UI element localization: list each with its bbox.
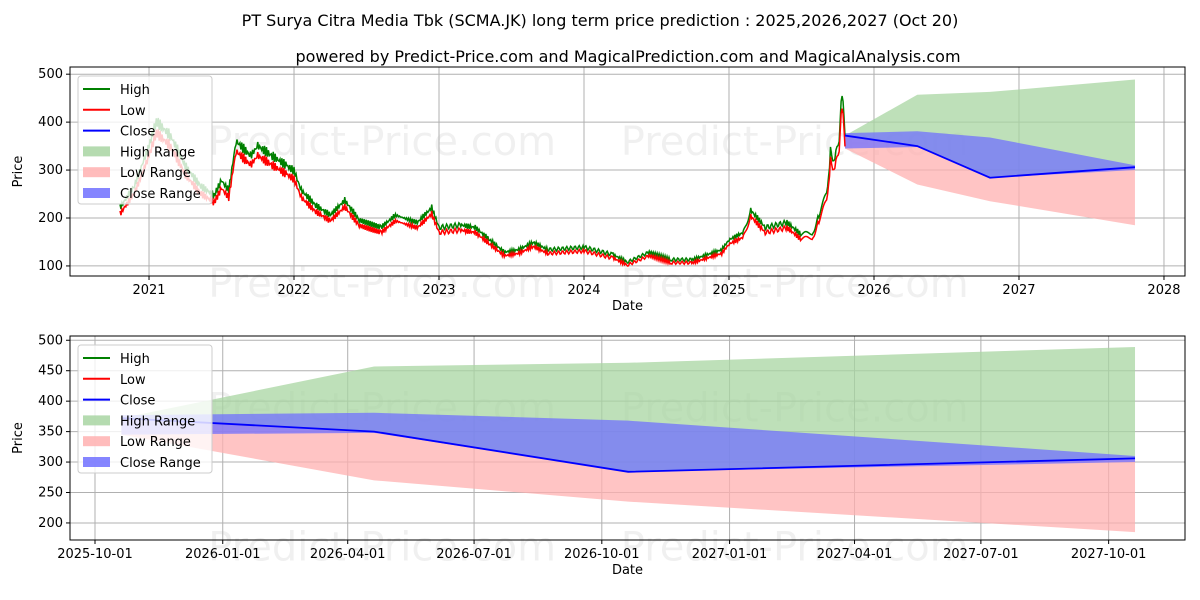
watermark: Predict-Price.com xyxy=(208,524,556,570)
legend-box xyxy=(77,344,213,474)
y-tick-label: 300 xyxy=(38,163,63,178)
legend-low-range-swatch xyxy=(83,436,110,447)
legend-label: Close Range xyxy=(120,187,201,202)
y-tick-label: 200 xyxy=(38,516,63,531)
x-tick-label: 2024 xyxy=(567,283,600,298)
legend-label: High xyxy=(120,83,150,98)
close-range-band xyxy=(844,131,1135,178)
legend-low-range-swatch xyxy=(83,167,110,178)
x-tick-label: 2025 xyxy=(712,283,745,298)
close-range-band xyxy=(121,412,1136,472)
legend-label: High Range xyxy=(120,414,195,429)
y-tick-label: 400 xyxy=(38,394,63,409)
y-tick-label: 450 xyxy=(38,364,63,379)
legend-label: Low Range xyxy=(120,166,191,181)
high-series-line xyxy=(119,95,846,264)
watermark: Predict-Price.com xyxy=(621,524,969,570)
y-tick-label: 300 xyxy=(38,455,63,470)
y-tick-label: 100 xyxy=(38,259,63,274)
x-tick-label: 2027-07-01 xyxy=(943,547,1019,562)
watermark: Predict-Price.com xyxy=(208,261,556,307)
watermark: Predict-Price.com xyxy=(621,261,969,307)
legend-close-range-swatch xyxy=(83,188,110,198)
x-tick-label: 2026 xyxy=(857,283,890,298)
y-axis-label: Price xyxy=(11,422,26,454)
legend-close-range-swatch xyxy=(83,457,110,467)
y-tick-label: 250 xyxy=(38,486,63,501)
legend-box xyxy=(77,75,213,205)
y-tick-label: 350 xyxy=(38,425,63,440)
chart-title: PT Surya Citra Media Tbk (SCMA.JK) long … xyxy=(242,11,959,30)
legend-label: Close Range xyxy=(120,456,201,471)
legend-label: High xyxy=(120,352,150,367)
x-tick-label: 2027-01-01 xyxy=(692,547,768,562)
x-axis-label: Date xyxy=(612,563,643,578)
legend-high-range-swatch xyxy=(83,415,110,426)
x-tick-label: 2026-01-01 xyxy=(185,547,261,562)
legend-high-range-swatch xyxy=(83,146,110,157)
legend-label: Low xyxy=(120,104,146,119)
x-tick-label: 2022 xyxy=(277,283,310,298)
x-tick-label: 2027 xyxy=(1002,283,1035,298)
x-tick-label: 2028 xyxy=(1147,283,1180,298)
x-tick-label: 2027-10-01 xyxy=(1071,547,1147,562)
low-range-band xyxy=(844,135,1135,226)
x-tick-label: 2021 xyxy=(132,283,165,298)
axes-frame xyxy=(69,335,1186,541)
axes-frame xyxy=(69,66,1186,277)
x-tick-label: 2026-07-01 xyxy=(436,547,512,562)
x-tick-label: 2027-04-01 xyxy=(817,547,893,562)
close-forecast-line xyxy=(844,134,1136,179)
x-tick-label: 2026-04-01 xyxy=(310,547,386,562)
legend-label: Close xyxy=(120,125,155,140)
y-axis-label: Price xyxy=(11,156,26,188)
y-tick-label: 200 xyxy=(38,211,63,226)
y-tick-label: 400 xyxy=(38,115,63,130)
x-axis-label: Date xyxy=(612,299,643,314)
legend-label: Close xyxy=(120,394,155,409)
x-tick-label: 2023 xyxy=(422,283,455,298)
close-forecast-line xyxy=(121,417,1136,473)
y-tick-label: 500 xyxy=(38,67,63,82)
low-series-line xyxy=(119,108,846,267)
plot-area xyxy=(119,79,1136,267)
low-range-band xyxy=(121,418,1136,533)
y-tick-label: 500 xyxy=(38,333,63,348)
legend-label: Low xyxy=(120,373,146,388)
x-tick-label: 2026-10-01 xyxy=(564,547,640,562)
legend-label: Low Range xyxy=(120,435,191,450)
legend-label: High Range xyxy=(120,145,195,160)
chart-subtitle: powered by Predict-Price.com and Magical… xyxy=(295,47,960,66)
plot-area xyxy=(121,346,1136,533)
x-tick-label: 2025-10-01 xyxy=(57,547,133,562)
